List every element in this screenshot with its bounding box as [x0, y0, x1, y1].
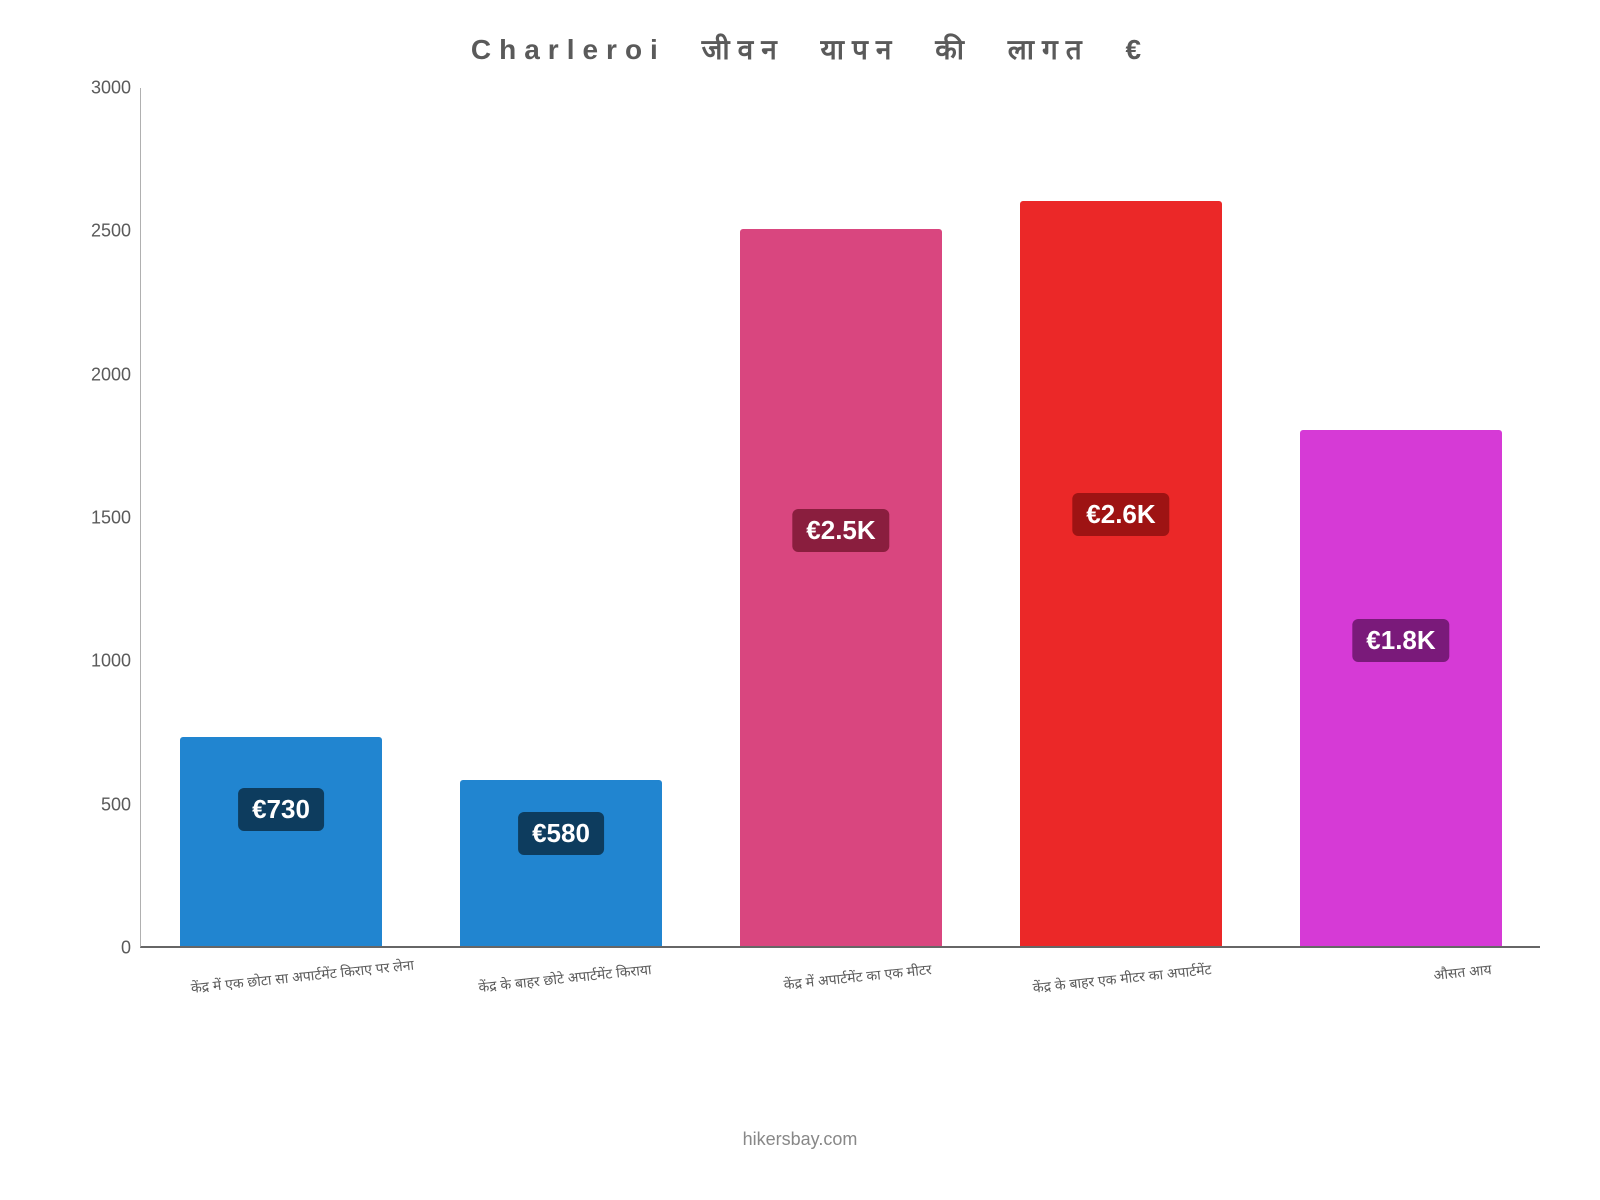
bar-value-label: €2.6K — [1072, 493, 1169, 536]
x-axis-label: औसत आय — [1310, 960, 1492, 998]
chart-title: Charleroi जीवन यापन की लागत € — [80, 30, 1540, 68]
x-axis-label: केंद्र के बाहर एक मीटर का अपार्टमेंट — [1030, 960, 1212, 998]
x-axis-label: केंद्र में अपार्टमेंट का एक मीटर — [750, 960, 932, 998]
y-tick: 3000 — [81, 78, 131, 99]
bar-value-label: €730 — [238, 788, 324, 831]
x-axis-label: केंद्र में एक छोटा सा अपार्टमेंट किराए प… — [190, 960, 372, 998]
bar-value-label: €1.8K — [1352, 619, 1449, 662]
y-tick: 1500 — [81, 508, 131, 529]
bar: €1.8K — [1300, 430, 1502, 946]
bar: €2.6K — [1020, 201, 1222, 946]
y-tick: 2500 — [81, 221, 131, 242]
bar: €580 — [460, 780, 662, 946]
chart-footer: hikersbay.com — [0, 1129, 1600, 1150]
bar: €2.5K — [740, 229, 942, 946]
bar: €730 — [180, 737, 382, 946]
y-tick: 1000 — [81, 651, 131, 672]
chart-container: Charleroi जीवन यापन की लागत € 0500100015… — [80, 30, 1540, 1030]
y-tick: 2000 — [81, 364, 131, 385]
x-axis-label: केंद्र के बाहर छोटे अपार्टमेंट किराया — [470, 960, 652, 998]
y-tick: 500 — [81, 794, 131, 815]
bar-value-label: €2.5K — [792, 509, 889, 552]
bar-value-label: €580 — [518, 812, 604, 855]
plot-area: 050010001500200025003000€730केंद्र में ए… — [140, 88, 1540, 948]
y-tick: 0 — [81, 938, 131, 959]
